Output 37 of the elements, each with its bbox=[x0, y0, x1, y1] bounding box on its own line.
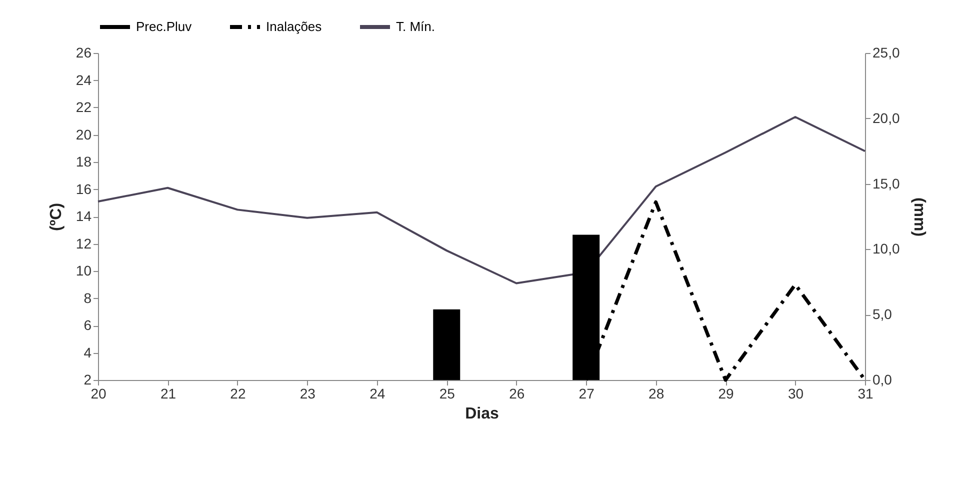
y2-tick-label: 20,0 bbox=[872, 110, 900, 126]
x-tick-label: 31 bbox=[858, 386, 874, 402]
legend-label: Prec.Pluv bbox=[136, 19, 192, 34]
x-tick-label: 27 bbox=[578, 386, 595, 402]
y2-tick-label: 10,0 bbox=[872, 240, 900, 257]
y2-tick-label: 15,0 bbox=[872, 175, 900, 192]
y-tick-label: 10 bbox=[76, 262, 92, 278]
y-tick-label: 4 bbox=[84, 344, 92, 360]
legend-label: Inalações bbox=[266, 19, 322, 34]
y-tick-label: 24 bbox=[76, 72, 92, 88]
x-tick-label: 29 bbox=[718, 386, 734, 402]
y2-tick-label: 5,0 bbox=[872, 306, 892, 322]
x-axis-title: Dias bbox=[465, 406, 499, 422]
y-tick-label: 26 bbox=[76, 44, 92, 60]
y-tick-label: 14 bbox=[76, 208, 92, 224]
y-tick-label: 8 bbox=[84, 290, 92, 306]
x-tick-label: 24 bbox=[370, 386, 386, 402]
y-tick-label: 6 bbox=[84, 317, 92, 333]
x-tick-label: 26 bbox=[509, 386, 525, 402]
legend-label: T. Mín. bbox=[396, 19, 436, 34]
y-tick-label: 20 bbox=[76, 126, 92, 142]
y-axis-title: (ºC) bbox=[48, 202, 65, 232]
x-tick-label: 22 bbox=[230, 386, 246, 402]
y-tick-label: 12 bbox=[76, 235, 92, 252]
y-tick-label: 16 bbox=[76, 180, 92, 197]
y2-axis-title: (mm) bbox=[910, 197, 928, 237]
x-tick-label: 30 bbox=[788, 386, 804, 402]
x-tick-label: 21 bbox=[160, 386, 176, 402]
x-tick-label: 28 bbox=[648, 386, 664, 402]
y2-tick-label: 25,0 bbox=[872, 44, 900, 60]
y-tick-label: 2 bbox=[84, 372, 92, 388]
x-tick-label: 23 bbox=[300, 386, 316, 402]
line-series bbox=[97, 116, 866, 284]
x-tick-label: 25 bbox=[439, 386, 456, 402]
y-tick-label: 22 bbox=[76, 99, 92, 115]
y2-tick-label: 0,0 bbox=[872, 372, 892, 388]
y-tick-label: 18 bbox=[76, 154, 92, 170]
